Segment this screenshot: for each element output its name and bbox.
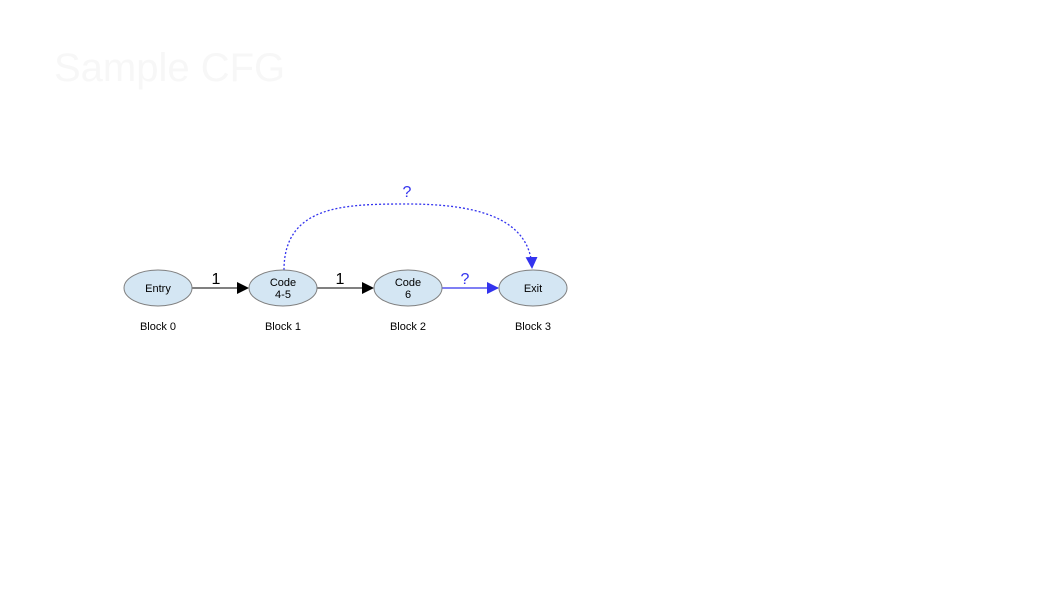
node-label-line1: Code [270, 277, 296, 289]
node-shape [123, 269, 193, 307]
edge-label: 1 [336, 271, 345, 288]
node-label: Entry [145, 283, 171, 295]
node-label-line2: 6 [405, 289, 411, 301]
edge-arc [283, 203, 538, 271]
block-label-1: Block 1 [265, 321, 301, 333]
edge-block1-to-block2: 1 [317, 271, 374, 294]
node-label-line1: Code [395, 277, 421, 289]
watermark-title: Sample CFG [54, 46, 286, 90]
node-code-6: Code 6 [373, 269, 443, 307]
node-shape [498, 269, 568, 307]
node-label: Exit [524, 283, 542, 295]
edge-block1-to-block3-arc: ? [283, 184, 538, 271]
node-label-line2: 4-5 [275, 289, 291, 301]
block-label-2: Block 2 [390, 321, 426, 333]
edge-label: ? [403, 184, 412, 201]
edge-label: 1 [212, 271, 221, 288]
block-label-0: Block 0 [140, 321, 176, 333]
node-exit: Exit [498, 269, 568, 307]
edge-entry-to-block1: 1 [192, 271, 249, 294]
node-code-4-5: Code 4-5 [248, 269, 318, 307]
block-label-3: Block 3 [515, 321, 551, 333]
node-shape [248, 269, 318, 307]
edge-block2-to-block3: ? [442, 271, 499, 294]
node-shape [373, 269, 443, 307]
node-entry: Entry [123, 269, 193, 307]
edge-label: ? [461, 271, 470, 288]
